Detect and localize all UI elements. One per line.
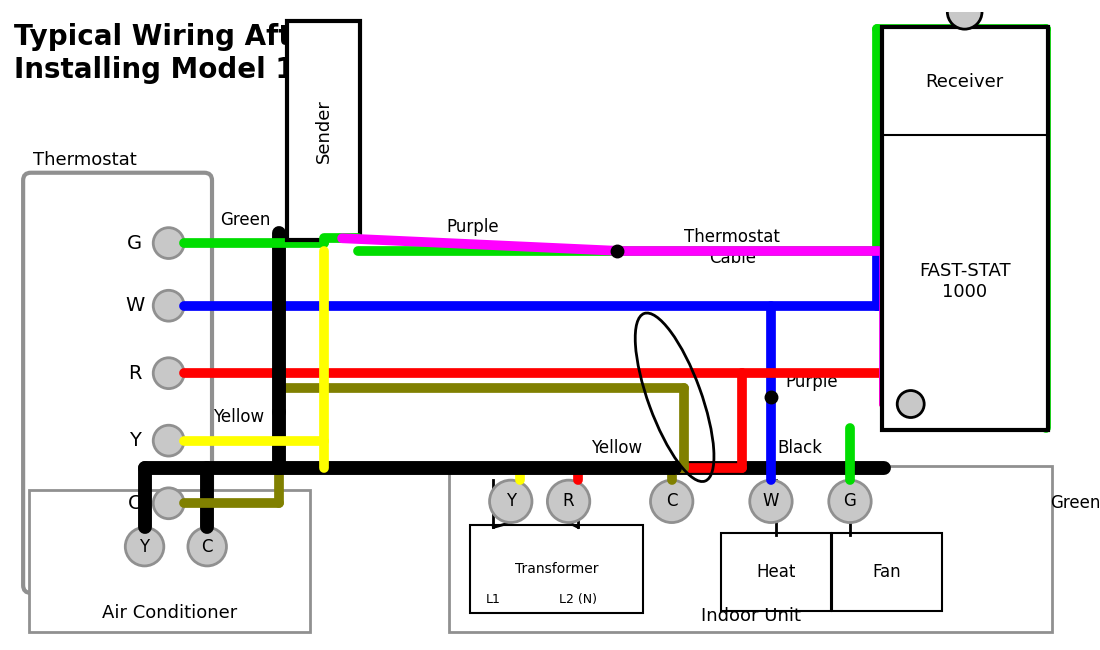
Text: Green: Green <box>221 211 271 229</box>
Circle shape <box>153 291 184 321</box>
Text: Red: Red <box>894 364 926 382</box>
Text: Y: Y <box>140 538 150 556</box>
Circle shape <box>548 480 590 523</box>
Circle shape <box>490 480 532 523</box>
Text: Receiver: Receiver <box>925 73 1004 91</box>
FancyBboxPatch shape <box>287 21 361 240</box>
Circle shape <box>153 358 184 389</box>
Text: Yellow: Yellow <box>213 408 265 426</box>
Text: R: R <box>563 492 574 510</box>
Circle shape <box>188 527 227 566</box>
Text: Y: Y <box>506 492 516 510</box>
Text: G: G <box>844 492 857 510</box>
Text: L1: L1 <box>486 593 500 606</box>
Text: Purple: Purple <box>887 368 939 385</box>
Circle shape <box>898 391 924 417</box>
Text: Black: Black <box>778 439 823 457</box>
Text: Thermostat: Thermostat <box>33 151 136 169</box>
Text: C: C <box>128 494 142 513</box>
Text: G: G <box>128 233 143 253</box>
Circle shape <box>153 488 184 519</box>
Text: Sender: Sender <box>315 99 333 162</box>
Circle shape <box>947 0 982 29</box>
Text: Heat: Heat <box>756 563 795 581</box>
Text: Thermostat
Cable: Thermostat Cable <box>684 228 780 267</box>
Text: FAST-STAT
1000: FAST-STAT 1000 <box>918 262 1011 301</box>
Circle shape <box>650 480 693 523</box>
Circle shape <box>828 480 871 523</box>
Circle shape <box>153 227 184 259</box>
FancyBboxPatch shape <box>882 27 1047 430</box>
Text: W: W <box>762 492 779 510</box>
Text: Green: Green <box>1050 494 1100 512</box>
Text: Fan: Fan <box>872 563 901 581</box>
Text: Air Conditioner: Air Conditioner <box>102 604 238 622</box>
FancyBboxPatch shape <box>471 525 642 613</box>
Text: Transformer: Transformer <box>515 562 598 577</box>
Text: Purple: Purple <box>446 218 498 237</box>
Circle shape <box>153 425 184 456</box>
Text: Purple: Purple <box>785 372 838 391</box>
Text: L2 (N): L2 (N) <box>559 593 597 606</box>
Text: R: R <box>129 364 142 383</box>
Text: Y: Y <box>129 431 141 450</box>
Circle shape <box>125 527 164 566</box>
Text: W: W <box>125 296 144 315</box>
Text: C: C <box>666 492 678 510</box>
FancyBboxPatch shape <box>449 465 1053 632</box>
Circle shape <box>750 480 792 523</box>
Text: Indoor Unit: Indoor Unit <box>701 607 801 625</box>
Text: Yellow: Yellow <box>591 439 642 457</box>
FancyBboxPatch shape <box>29 490 310 632</box>
Text: C: C <box>201 538 213 556</box>
FancyBboxPatch shape <box>23 173 212 593</box>
Text: Typical Wiring After
Installing Model 1000: Typical Wiring After Installing Model 10… <box>14 23 353 84</box>
FancyBboxPatch shape <box>832 533 942 611</box>
FancyBboxPatch shape <box>720 533 830 611</box>
